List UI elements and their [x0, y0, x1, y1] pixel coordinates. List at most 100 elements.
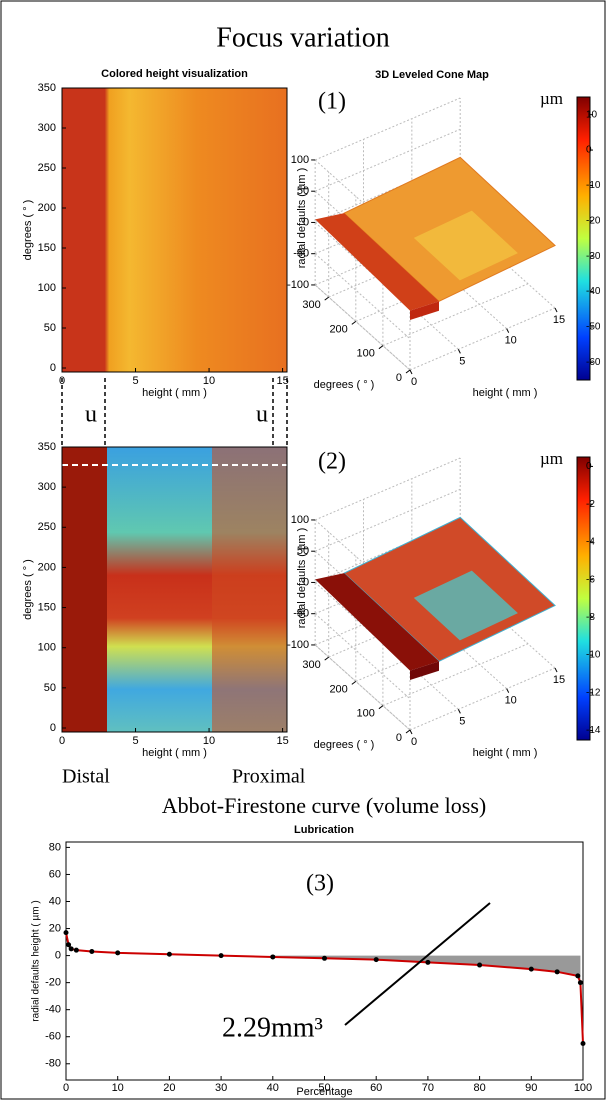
y-tick-label: 350 [38, 82, 56, 94]
y-tick-label: 200 [329, 683, 347, 695]
panel-label: (1) [318, 89, 346, 115]
x-tick-label: 5 [132, 375, 138, 387]
suptitle: Abbot-Firestone curve (volume loss) [162, 793, 486, 818]
y-tick-label: 60 [49, 868, 61, 880]
colorbar-tick-label: -40 [586, 286, 601, 297]
x-tick [506, 688, 510, 693]
y-tick-label: 250 [38, 521, 56, 533]
x-tick-label: 5 [459, 355, 465, 367]
grid-line [411, 243, 508, 330]
y-tick-label: -80 [45, 1058, 61, 1070]
grid-line [314, 644, 411, 731]
curve-point [270, 954, 276, 960]
plot-title: Colored height visualization [101, 68, 248, 80]
curve-point [68, 946, 74, 952]
x-tick-label: 0 [63, 1082, 69, 1094]
colorbar-tick-label: -60 [586, 357, 601, 368]
colorbar-tick-label: -10 [586, 650, 601, 661]
y-tick [405, 729, 411, 734]
y-tick [324, 296, 330, 301]
y-tick-label: 100 [38, 282, 56, 294]
colorbar-tick-label: 10 [586, 109, 598, 120]
grid-line [314, 190, 411, 277]
x-tick [506, 328, 510, 333]
x-tick [554, 307, 558, 313]
y-tick-label: 200 [38, 202, 56, 214]
volume-area [272, 955, 581, 983]
grid-line [459, 222, 556, 309]
y-tick-label: 150 [38, 242, 56, 254]
y-tick-label: 50 [44, 682, 56, 694]
grid-line [314, 159, 411, 246]
x-tick-label: 10 [203, 735, 215, 747]
grid-line [314, 613, 411, 700]
y-axis-label: degrees ( ° ) [314, 379, 375, 391]
y-tick-label: 150 [38, 601, 56, 613]
colorbar-tick-label: -30 [586, 251, 601, 262]
y-tick [378, 345, 384, 350]
curve-point [115, 950, 121, 956]
curve-point [580, 1040, 586, 1046]
heatmap-image [62, 88, 287, 372]
y-axis-label: degrees ( ° ) [314, 739, 375, 751]
heatmap-band [62, 447, 107, 732]
y-tick-label: 0 [396, 732, 402, 744]
surface-edge [410, 301, 440, 320]
x-tick-label: 0 [59, 735, 65, 747]
x-tick-label: 5 [132, 735, 138, 747]
z-tick-label: 0 [303, 576, 309, 588]
z-tick-label: 50 [297, 185, 309, 197]
curve-point [575, 973, 581, 979]
colorbar-tick-label: -4 [586, 537, 595, 548]
y-tick [351, 320, 357, 325]
x-tick-label: 80 [473, 1082, 485, 1094]
colorbar-tick-label: -50 [586, 322, 601, 333]
y-tick-label: 100 [357, 348, 375, 360]
curve-point [89, 949, 95, 955]
x-tick-label: 20 [163, 1082, 175, 1094]
curve-point [373, 957, 379, 963]
x-tick-label: 10 [505, 335, 517, 347]
surface-edge [410, 661, 440, 680]
grid-line [409, 667, 556, 731]
x-tick-label: 30 [215, 1082, 227, 1094]
plot-title: 3D Leveled Cone Map [375, 69, 489, 81]
y-tick-label: 0 [55, 949, 61, 961]
grid-line [314, 519, 411, 606]
grid-line [363, 623, 459, 710]
y-tick-label: 300 [302, 299, 320, 311]
x-axis-label: height ( mm ) [473, 747, 538, 759]
y-tick-label: 20 [49, 922, 61, 934]
y-tick-label: 100 [357, 708, 375, 720]
x-tick-label: 10 [112, 1082, 124, 1094]
colorbar-label: µm [540, 89, 563, 108]
surface-strip [315, 573, 440, 671]
grid-line [363, 263, 459, 350]
y-tick [378, 705, 384, 710]
y-tick-label: 300 [38, 122, 56, 134]
colorbar [576, 456, 591, 741]
y-tick-label: -60 [45, 1031, 61, 1043]
colorbar-tick-label: -2 [586, 499, 595, 510]
colorbar-tick-label: -10 [586, 180, 601, 191]
colorbar-tick-label: 0 [586, 145, 592, 156]
y-tick-label: 250 [38, 162, 56, 174]
grid-line [459, 582, 556, 669]
curve-point [63, 930, 69, 936]
panel-label: (3) [306, 871, 334, 897]
y-tick-label: 300 [38, 481, 56, 493]
x-tick [409, 369, 413, 375]
z-tick-label: -100 [287, 639, 309, 651]
y-tick-label: -20 [45, 977, 61, 989]
y-tick-label: 350 [38, 441, 56, 453]
y-axis-label: degrees ( ° ) [22, 200, 34, 261]
x-tick-label: 100 [574, 1082, 592, 1094]
u-label: u [256, 402, 268, 428]
x-tick-label: 15 [276, 375, 288, 387]
y-tick-label: 40 [49, 895, 61, 907]
y-axis-label: degrees ( ° ) [22, 559, 34, 620]
curve-point [477, 962, 483, 968]
curve-point [528, 966, 534, 972]
